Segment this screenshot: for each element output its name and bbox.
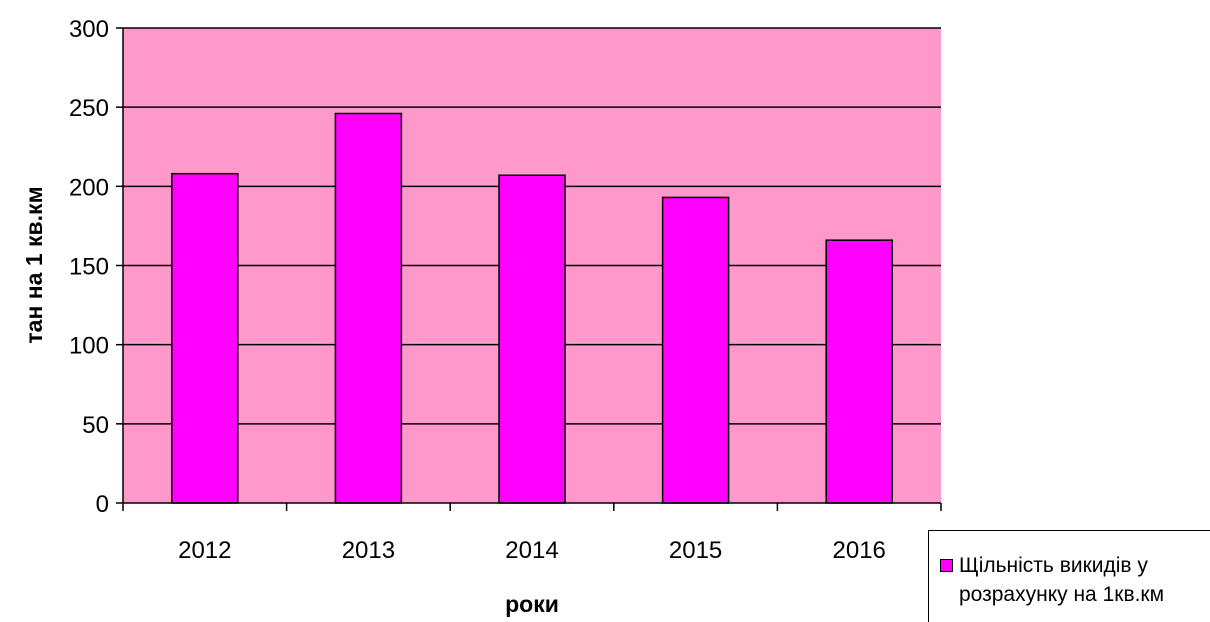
y-tick-label: 200	[69, 174, 109, 201]
legend-label: Щільність викидів у розрахунку на 1кв.км	[959, 554, 1165, 606]
y-tick-label: 50	[82, 412, 109, 439]
x-tick-label: 2015	[669, 537, 722, 564]
bar-2014	[498, 174, 566, 504]
x-tick-label: 2012	[178, 537, 231, 564]
x-tick-labels: 2012 2013 2014 2015 2016	[122, 503, 942, 564]
bar-2015	[661, 196, 730, 504]
y-tick-label: 100	[69, 333, 109, 360]
x-tick-label: 2016	[833, 537, 886, 564]
legend-swatch	[940, 559, 953, 572]
bars	[171, 112, 893, 504]
y-axis-title: тан на 1 кв.км	[21, 186, 47, 343]
x-axis-title: роки	[505, 591, 559, 617]
bar-2012	[171, 172, 239, 504]
x-tick-label: 2013	[342, 537, 395, 564]
y-tick-label: 0	[96, 491, 109, 518]
bar-2013	[334, 112, 403, 504]
y-tick-label: 300	[69, 16, 109, 43]
y-tick-labels: 0 50 100 150 200 250 300	[69, 16, 123, 518]
x-tick-label: 2014	[505, 537, 558, 564]
legend: Щільність викидів у розрахунку на 1кв.км	[928, 530, 1210, 622]
y-tick-label: 250	[69, 95, 109, 122]
bar-2016	[825, 239, 893, 504]
y-tick-label: 150	[69, 254, 109, 281]
